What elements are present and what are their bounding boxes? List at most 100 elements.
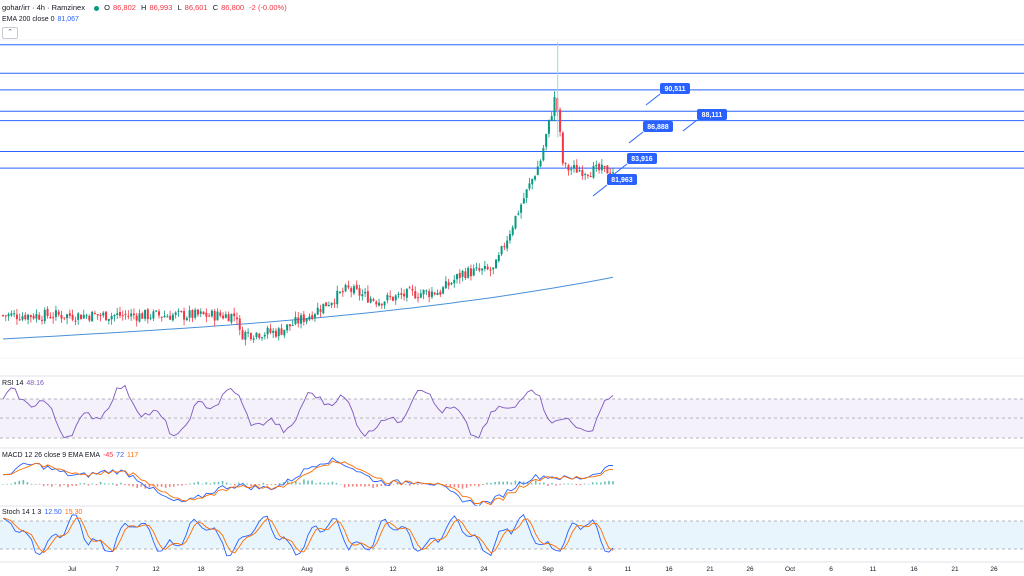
chevron-up-icon[interactable]: ⌃	[2, 27, 18, 39]
level-callout-label: 81,963	[611, 177, 633, 184]
candle	[394, 294, 397, 305]
level-callout-2[interactable]: 86,888	[628, 121, 673, 144]
macd-hist-bar	[91, 483, 94, 485]
candle	[54, 305, 57, 321]
candle	[386, 292, 389, 304]
candle	[127, 310, 130, 320]
candle	[322, 303, 325, 315]
candle	[205, 308, 208, 323]
macd-hist-bar	[311, 480, 313, 485]
candle	[564, 162, 567, 169]
macd-hist-bar	[168, 484, 171, 488]
macd-legend[interactable]: MACD 12 26 close 9 EMA EMA -45 72 117	[2, 452, 141, 459]
candle	[553, 91, 556, 122]
macd-hist-bar	[539, 482, 541, 485]
symbol-title[interactable]: gohar/irr · 4h · Ramzinex	[2, 3, 85, 12]
candle	[545, 133, 548, 151]
candle	[336, 285, 339, 309]
macd-hist-bar	[75, 484, 77, 486]
macd-hist-bar	[551, 482, 553, 485]
macd-hist-bar	[87, 484, 90, 486]
macd-hist-bar	[457, 484, 460, 488]
candle	[135, 312, 138, 327]
candle	[116, 307, 119, 319]
candle	[297, 311, 300, 328]
candle	[105, 311, 108, 321]
macd-hist-bar	[67, 484, 69, 488]
macd-hist-bar	[510, 482, 513, 485]
macd-hist-bar	[567, 483, 570, 485]
macd-hist-bar	[30, 483, 33, 485]
candle	[311, 311, 314, 321]
candle	[517, 210, 520, 216]
macd-hist-bar	[604, 481, 606, 485]
level-callout-0[interactable]: 90,511	[645, 83, 690, 106]
close-label: C	[212, 3, 219, 12]
candle	[531, 178, 534, 190]
macd-hist-bar	[543, 482, 545, 485]
level-callout-4[interactable]: 81,963	[592, 174, 637, 197]
candle	[417, 292, 420, 303]
candle	[397, 291, 400, 299]
macd-hist-bar	[71, 484, 73, 486]
candle	[10, 310, 13, 317]
candle	[489, 266, 492, 277]
candle	[347, 280, 350, 290]
change-value: -2 (-0.00%)	[249, 3, 287, 12]
level-callout-1[interactable]: 88,111	[682, 109, 727, 132]
level-callout-label: 86,888	[647, 124, 669, 131]
macd-hist-bar	[51, 484, 53, 487]
candle	[559, 107, 562, 137]
macd-hist-bar	[360, 484, 362, 487]
candle	[130, 309, 133, 321]
candle	[132, 308, 135, 320]
candle	[352, 284, 355, 296]
ema-legend[interactable]: EMA 200 close 0 81,067	[2, 16, 82, 23]
candle	[171, 312, 174, 322]
macd-hist-bar	[498, 481, 500, 485]
macd-hist-bar	[2, 484, 4, 485]
x-tick-label: 16	[665, 566, 673, 573]
candle	[330, 302, 333, 309]
macd-hist-bar	[339, 483, 342, 485]
macd-hist-bar	[246, 483, 248, 485]
level-callout-3[interactable]: 83,916	[612, 153, 657, 176]
candle	[66, 313, 69, 325]
x-tick-label: 6	[588, 566, 592, 573]
candle	[414, 286, 417, 300]
candle	[361, 289, 364, 301]
candle	[107, 318, 110, 325]
macd-hist-bar	[6, 483, 8, 485]
macd-hist-bar	[189, 483, 191, 485]
candle	[213, 309, 216, 327]
chart-grid	[0, 39, 1024, 359]
candle	[327, 301, 330, 307]
macd-hist-bar	[221, 480, 224, 485]
macd-hist-bar	[201, 483, 204, 485]
candle	[194, 307, 197, 320]
macd-value-3: 117	[126, 452, 139, 459]
candle	[514, 215, 517, 230]
candle	[403, 289, 406, 301]
candle	[497, 252, 500, 263]
candle	[68, 309, 71, 319]
candle	[43, 307, 46, 325]
rsi-legend[interactable]: RSI 14 48.16	[2, 380, 47, 387]
stoch-label: Stoch 14 1 3	[2, 509, 42, 516]
candle	[2, 314, 4, 317]
macd-hist-bar	[10, 483, 12, 485]
candle	[63, 317, 66, 321]
macd-value-2: 72	[116, 452, 124, 459]
macd-hist-bar	[356, 484, 358, 487]
candle	[550, 111, 553, 122]
macd-hist-bar	[453, 484, 456, 488]
macd-label: MACD 12 26 close 9 EMA EMA	[2, 452, 101, 459]
macd-hist-bar	[181, 484, 183, 486]
candle	[433, 291, 436, 296]
candle	[500, 245, 503, 257]
macd-hist-bar	[124, 484, 126, 486]
stoch-legend[interactable]: Stoch 14 1 3 12.50 15.30	[2, 509, 85, 516]
candle	[185, 316, 188, 321]
macd-hist-bar	[490, 482, 492, 485]
